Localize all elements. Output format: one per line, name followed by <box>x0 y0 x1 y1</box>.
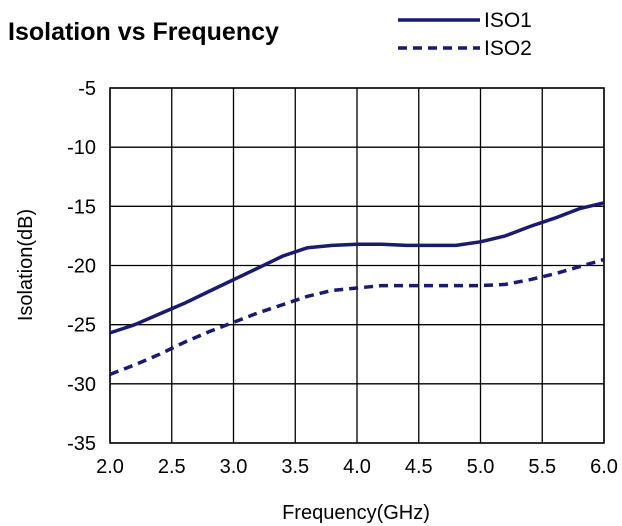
y-tick-label: -15 <box>67 196 96 218</box>
x-tick-label: 2.0 <box>96 456 124 478</box>
x-tick-label: 2.5 <box>158 456 186 478</box>
x-tick-label: 6.0 <box>590 456 618 478</box>
legend: ISO1 ISO2 <box>398 9 532 60</box>
y-tick-label: -25 <box>67 315 96 337</box>
series-layer <box>109 201 605 377</box>
x-tick-label: 4.5 <box>405 456 433 478</box>
x-tick-label: 4.0 <box>343 456 371 478</box>
x-axis-label: Frequency(GHz) <box>282 502 430 524</box>
x-tick-label: 3.0 <box>220 456 248 478</box>
x-tick-label: 5.0 <box>467 456 495 478</box>
legend-label-iso1: ISO1 <box>484 9 532 32</box>
x-tick-label: 5.5 <box>528 456 556 478</box>
series-line-iso1 <box>109 201 605 335</box>
grid <box>109 87 605 444</box>
y-tick-label: -30 <box>67 374 96 396</box>
y-tick-label: -20 <box>67 256 96 278</box>
series-line-iso2 <box>109 257 605 377</box>
x-tick-labels: 2.0 2.5 3.0 3.5 4.0 4.5 5.0 5.5 6.0 <box>96 456 618 478</box>
plot-frame <box>109 87 605 444</box>
chart-title: Isolation vs Frequency <box>8 18 279 46</box>
x-tick-label: 3.5 <box>281 456 309 478</box>
y-tick-labels: -5 -10 -15 -20 -25 -30 -35 <box>67 78 96 455</box>
y-tick-label: -5 <box>78 78 96 100</box>
y-tick-label: -10 <box>67 137 96 159</box>
y-tick-label: -35 <box>67 433 96 455</box>
y-axis-label: Isolation(dB) <box>15 209 37 321</box>
legend-label-iso2: ISO2 <box>484 37 532 60</box>
